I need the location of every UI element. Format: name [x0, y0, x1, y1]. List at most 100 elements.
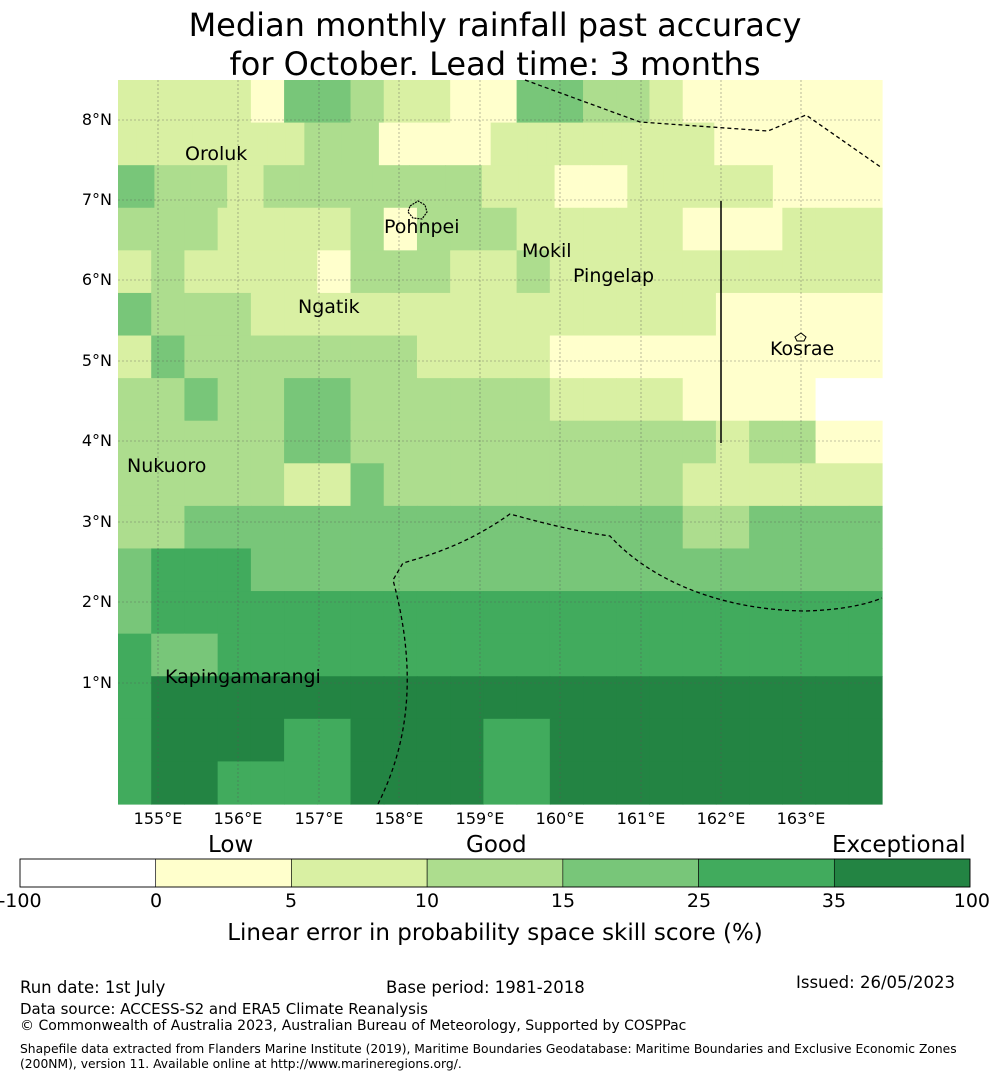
grid-cell: [682, 718, 717, 763]
grid-cell: [416, 292, 451, 337]
grid-cell: [815, 378, 850, 422]
grid-cell: [770, 122, 790, 166]
grid-cell: [715, 463, 750, 507]
grid-cell: [583, 207, 617, 251]
grid-cell: [549, 335, 584, 379]
grid-cell: [815, 207, 850, 251]
grid-cell: [483, 633, 518, 677]
grid-cell: [749, 676, 783, 720]
grid-cell: [151, 378, 186, 422]
grid-cell: [184, 505, 219, 550]
grid-cell: [516, 207, 551, 251]
grid-cell: [383, 420, 418, 464]
grid-cell: [450, 463, 484, 507]
grid-cell: [416, 378, 451, 422]
grid-cell: [815, 463, 850, 507]
grid-cell: [350, 378, 385, 422]
grid-cell: [450, 335, 484, 379]
grid-cell: [483, 292, 518, 337]
grid-cell: [250, 463, 285, 507]
grid-cell: [649, 80, 684, 124]
grid-cell: [583, 676, 617, 720]
grid-cell: [317, 463, 352, 507]
grid-cell: [383, 718, 418, 763]
grid-cell: [250, 633, 285, 677]
grid-cell: [450, 633, 484, 677]
grid-cell: [445, 165, 483, 209]
grid-cell: [229, 122, 250, 166]
grid-cell: [616, 633, 651, 677]
grid-cell: [416, 80, 451, 124]
run-date: Run date: 1st July: [20, 978, 166, 997]
grid-cell: [815, 676, 850, 720]
grid-cell: [250, 420, 285, 464]
colorbar-tick-5: 5: [284, 890, 298, 912]
grid-cell: [649, 676, 684, 720]
grid-cell: [250, 676, 285, 720]
grid-cell: [284, 463, 318, 507]
grid-cell: [483, 718, 518, 763]
grid-cell: [516, 761, 551, 805]
grid-cell: [649, 378, 684, 422]
colorbar: [19, 858, 971, 888]
grid-cell: [516, 335, 551, 379]
grid-cell: [192, 122, 212, 166]
grid-cell: [715, 505, 750, 550]
grid-cell: [516, 505, 551, 550]
grid-cell: [151, 80, 186, 124]
grid-cell: [714, 122, 734, 166]
grid-cell: [826, 122, 846, 166]
skill-grid: [118, 80, 883, 805]
grid-cell: [317, 633, 352, 677]
grid-cell: [749, 292, 783, 337]
grid-cell: [250, 378, 285, 422]
grid-cell: [151, 335, 186, 379]
grid-cell: [749, 633, 783, 677]
grid-cell: [772, 165, 810, 209]
grid-cell: [736, 165, 774, 209]
grid-cell: [118, 335, 152, 379]
grid-cell: [621, 122, 641, 166]
grid-cell: [677, 122, 697, 166]
grid-cell: [350, 676, 385, 720]
grid-cell: [848, 80, 883, 124]
grid-cell: [616, 505, 651, 550]
grid-cell: [190, 165, 228, 209]
place-label-oroluk: Oroluk: [185, 143, 248, 165]
grid-cell: [649, 633, 684, 677]
grid-cell: [782, 761, 817, 805]
grid-cell: [583, 378, 617, 422]
grid-cell: [649, 250, 684, 294]
grid-cell: [649, 463, 684, 507]
grid-cell: [682, 591, 717, 635]
shapefile-credit-line-2: (200NM), version 11. Available online at…: [20, 1057, 462, 1071]
grid-cell: [616, 676, 651, 720]
grid-cell: [848, 207, 883, 251]
grid-cell: [284, 292, 318, 337]
grid-cell: [284, 335, 318, 379]
grid-cell: [809, 165, 847, 209]
lat-label-5n: 5°N: [81, 351, 112, 370]
grid-cell: [450, 420, 484, 464]
grid-cell: [285, 122, 305, 166]
grid-cell: [383, 633, 418, 677]
grid-cell: [583, 122, 604, 166]
grid-cell: [350, 761, 385, 805]
grid-cell: [350, 591, 385, 635]
grid-cell: [549, 378, 584, 422]
eez-boundary-south: [377, 513, 883, 805]
grid-cell: [151, 505, 186, 550]
grid-cell: [682, 80, 717, 124]
grid-cell: [250, 207, 285, 251]
grid-cell: [118, 250, 152, 294]
lon-label-161e: 161°E: [616, 809, 666, 828]
colorbar-segment: [291, 858, 428, 888]
grid-cell: [844, 122, 864, 166]
grid-cell: [118, 718, 152, 763]
grid-cell: [554, 165, 592, 209]
grid-cell: [383, 761, 418, 805]
grid-cell: [217, 633, 252, 677]
grid-cell: [616, 463, 651, 507]
grid-cell: [616, 292, 651, 337]
